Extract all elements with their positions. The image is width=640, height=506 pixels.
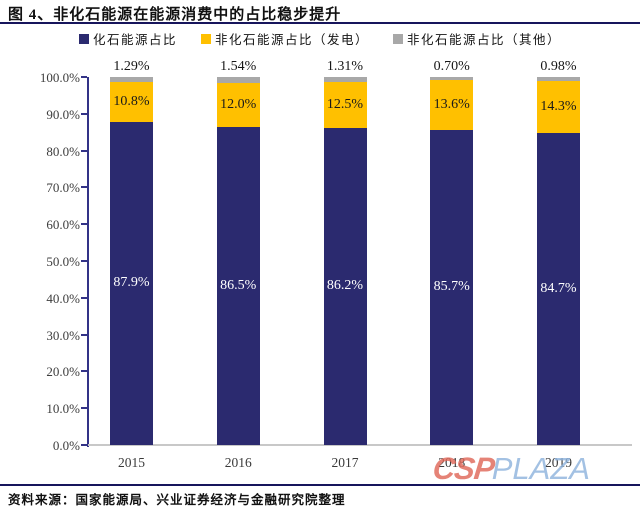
y-tick-mark [81, 186, 87, 189]
bar-top-label: 0.98% [540, 59, 577, 75]
bar-segment: 86.2% [323, 127, 367, 445]
legend-item: 非化石能源占比（发电） [200, 29, 369, 48]
y-tick-label: 10.0% [46, 401, 80, 417]
x-axis-label: 2018 [438, 455, 466, 470]
legend-label: 非化石能源占比（其他） [407, 33, 562, 47]
segment-label: 13.6% [433, 96, 470, 112]
bar-segment: 86.5% [216, 126, 260, 445]
segment-label: 85.7% [433, 279, 470, 295]
y-tick-mark [81, 370, 87, 373]
y-tick-label: 50.0% [46, 254, 80, 269]
segment-label: 84.7% [540, 281, 577, 297]
segment-label: 86.2% [326, 278, 364, 294]
legend-item: 非化石能源占比（其他） [393, 29, 561, 48]
y-tick-label: 30.0% [46, 327, 80, 343]
title-divider [0, 22, 640, 24]
bar-2017: 1.31% 12.5% 86.2% [323, 59, 367, 445]
bar-top-label: 1.54% [220, 58, 257, 74]
x-axis-label: 2016 [224, 455, 252, 470]
bar-top-label: 1.29% [113, 59, 150, 75]
source-note: 资料来源：国家能源局、兴业证券经济与金融研究院整理 [8, 493, 346, 506]
y-tick-label: 100.0% [39, 70, 80, 85]
bar-segment [537, 77, 580, 81]
y-tick-label: 80.0% [46, 143, 80, 159]
legend-swatch-icon [200, 33, 211, 44]
figure-title: 图 4、非化石能源在能源消费中的占比稳步提升 [8, 7, 342, 23]
legend-swatch-icon [393, 33, 403, 44]
bar-top-label: 1.31% [326, 58, 364, 74]
bar-segment: 10.8% [110, 81, 153, 122]
legend-label: 非化石能源占比（发电） [214, 33, 369, 47]
x-axis-label: 2015 [118, 455, 145, 470]
bar-2019: 0.98% 14.3% 84.7% [537, 59, 580, 445]
bar-top-label: 0.70% [433, 59, 470, 74]
bar-2016: 1.54% 12.0% 86.5% [216, 59, 260, 445]
watermark-csp-text: CSP [431, 451, 496, 486]
legend-swatch-icon [78, 33, 89, 44]
bar-segment: 85.7% [430, 129, 474, 445]
segment-label: 87.9% [113, 275, 150, 291]
y-axis-line [87, 77, 89, 447]
bar-segment: 84.7% [537, 133, 580, 445]
legend-item: 化石能源占比 [78, 29, 177, 48]
y-tick-mark [81, 260, 87, 262]
chart-legend: 化石能源占比 非化石能源占比（发电） 非化石能源占比（其他） [0, 29, 640, 48]
segment-label: 86.5% [220, 277, 257, 293]
x-axis-line [88, 444, 632, 446]
y-tick-mark [81, 223, 87, 226]
bar-segment: 12.5% [323, 81, 367, 128]
bar-2015: 1.29% 10.8% 87.9% [110, 59, 153, 445]
watermark-plaza-text: PLAZA [491, 451, 590, 486]
bar-segment [216, 76, 260, 83]
y-tick-label: 0.0% [52, 438, 80, 453]
y-tick-label: 20.0% [46, 364, 80, 380]
bar-segment: 13.6% [430, 79, 474, 130]
y-tick-mark [81, 76, 87, 78]
segment-label: 12.0% [220, 96, 257, 112]
bar-segment: 14.3% [537, 80, 580, 134]
segment-label: 10.8% [113, 93, 150, 109]
y-tick-mark [81, 444, 87, 446]
y-tick-label: 70.0% [46, 180, 80, 196]
y-tick-label: 40.0% [46, 290, 80, 306]
segment-label: 12.5% [326, 96, 364, 112]
bar-segment [430, 77, 474, 80]
y-tick-mark [81, 296, 87, 299]
bar-segment: 87.9% [110, 121, 153, 445]
y-tick-label: 60.0% [46, 217, 80, 233]
bar-segment [323, 76, 367, 82]
legend-label: 化石能源占比 [92, 33, 177, 47]
bar-2018: 0.70% 13.6% 85.7% [430, 59, 474, 445]
csp-plaza-watermark: CSPPLAZA [431, 451, 590, 486]
y-tick-mark [81, 149, 87, 152]
segment-label: 14.3% [540, 98, 577, 114]
y-tick-mark [81, 333, 87, 336]
y-tick-mark [81, 407, 87, 410]
bar-segment [110, 77, 153, 82]
y-tick-label: 90.0% [46, 106, 80, 122]
y-tick-mark [81, 112, 87, 115]
footer-divider [0, 484, 640, 486]
bar-segment: 12.0% [216, 82, 260, 127]
x-axis-label: 2017 [331, 455, 359, 470]
x-axis-label: 2019 [545, 455, 572, 470]
